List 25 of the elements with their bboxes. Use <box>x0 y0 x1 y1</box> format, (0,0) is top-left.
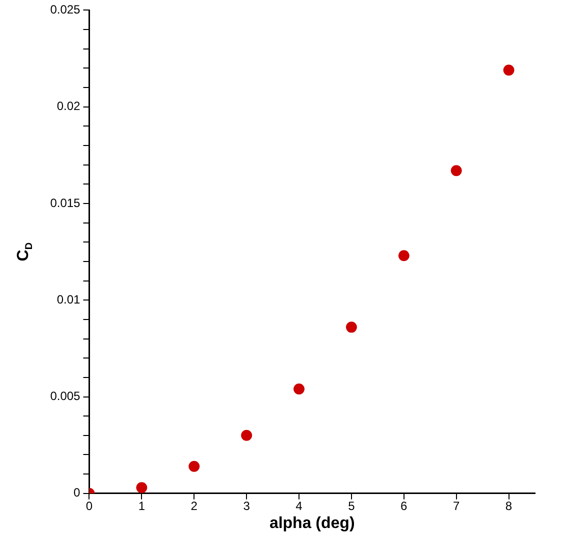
x-tick-label: 1 <box>138 498 146 513</box>
x-tick-label: 6 <box>400 498 408 513</box>
x-axis-title: alpha (deg) <box>269 514 355 532</box>
point <box>450 165 462 176</box>
x-tick-label: 2 <box>190 498 198 513</box>
x-tick-label: 3 <box>243 498 250 513</box>
point <box>241 430 252 441</box>
point <box>346 322 357 333</box>
y-tick-label: 0.025 <box>50 2 81 17</box>
point <box>188 460 200 472</box>
y-tick-label: 0.005 <box>50 389 81 404</box>
point <box>503 64 514 76</box>
point <box>136 482 148 494</box>
x-tick-label: 8 <box>505 498 512 513</box>
point <box>398 250 410 262</box>
y-tick-label: 0 <box>74 486 81 500</box>
x-tick-label: 7 <box>452 498 460 513</box>
x-tick-label: 0 <box>86 498 93 513</box>
point <box>294 384 305 395</box>
y-tick-label: 0.015 <box>50 196 81 210</box>
x-tick-label: 4 <box>296 498 303 513</box>
x-tick-label: 5 <box>348 498 356 513</box>
y-tick-label: 0.02 <box>56 99 81 114</box>
y-tick-label: 0.01 <box>56 292 81 306</box>
y-axis-title: CD <box>15 242 35 262</box>
